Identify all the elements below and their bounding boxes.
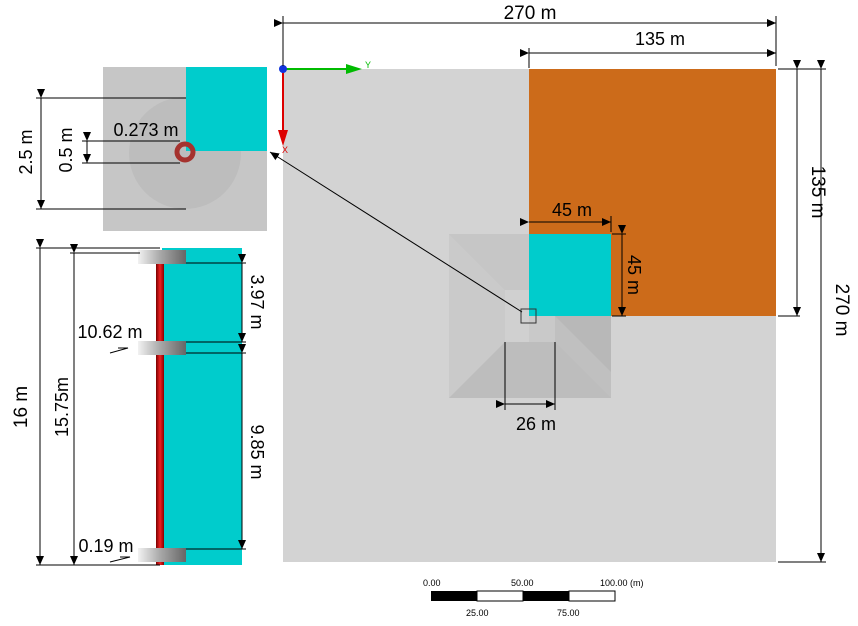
origin-dot [279, 65, 287, 73]
detail-leader-line [269, 151, 523, 313]
scale-seg-3 [523, 591, 569, 601]
label-strut-upper-level: 10.62 m [77, 322, 142, 342]
dim-wall-total: 16 m [11, 386, 32, 428]
section-pile-block [162, 248, 242, 565]
scale-seg-2 [476, 590, 524, 602]
y-axis-label: Y [365, 60, 371, 70]
dim-domain-height: 270 m [831, 284, 852, 337]
dim-spacing-lower: 9.85 m [247, 424, 267, 479]
pit-slope-bottom [449, 342, 611, 398]
strut-top [138, 250, 186, 264]
scale-tick-25: 25.00 [466, 608, 489, 618]
label-strut-bottom-level: 0.19 m [78, 536, 133, 556]
scale-tick-100: 100.00 (m) [600, 578, 644, 588]
dim-pile-block-width: 45 m [552, 200, 592, 220]
dim-detail-height: 2.5 m [16, 129, 36, 174]
x-axis-arrowhead [278, 130, 288, 146]
detail-view-section: 16 m 15.75m 10.62 m 0.19 m 3.97 m 9.85 m [11, 239, 267, 566]
dim-pile-diameter: 0.5 m [56, 127, 76, 172]
coordinate-axes: Y X [278, 60, 371, 155]
dim-pile-block-height: 45 m [624, 255, 644, 295]
pile-block [529, 234, 611, 316]
scale-bar: 0.00 50.00 100.00 (m) 25.00 75.00 [423, 578, 644, 618]
scale-tick-75: 75.00 [557, 608, 580, 618]
dim-quadrant-width: 135 m [635, 29, 685, 49]
pit-slope-top [449, 234, 529, 290]
main-dimensions: 270 m 135 m 135 m 270 m 45 m 45 m 26 m [269, 3, 852, 563]
pile-ring [174, 141, 196, 163]
dim-spacing-upper: 3.97 m [247, 274, 267, 329]
section-wall [156, 254, 164, 565]
scale-tick-50: 50.00 [511, 578, 534, 588]
level-marker-bottom [109, 556, 131, 563]
dim-domain-width: 270 m [504, 3, 557, 24]
dim-wall-embedded: 15.75m [52, 377, 72, 437]
dim-pit-base-width: 26 m [516, 414, 556, 434]
level-marker-upper [109, 347, 129, 354]
dim-quadrant-height: 135 m [807, 166, 828, 219]
y-axis-arrowhead [346, 64, 362, 74]
detail-marker [520, 308, 537, 324]
detail-pile-block [186, 67, 267, 151]
pit-facet-shadow [529, 316, 611, 398]
scale-seg-1 [431, 591, 477, 601]
main-view [283, 69, 776, 562]
scale-tick-0: 0.00 [423, 578, 441, 588]
detail-view-plan: 2.5 m 0.5 m 0.273 m [16, 67, 267, 231]
strut-bottom [138, 548, 186, 562]
x-axis-label: X [282, 145, 288, 155]
scale-seg-4 [568, 590, 616, 602]
dim-pile-radius: 0.273 m [113, 120, 178, 140]
strut-middle [138, 341, 186, 355]
